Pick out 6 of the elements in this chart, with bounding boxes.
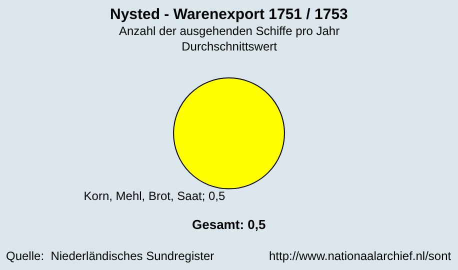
chart-subtitle: Anzahl der ausgehenden Schiffe pro Jahr Durchschnittswert — [119, 24, 340, 54]
source-note: Quelle: Niederländisches Sundregister — [6, 249, 214, 263]
slice-label: Korn, Mehl, Brot, Saat; 0,5 — [84, 188, 226, 203]
text: http://www.nationaalarchief.nl/sont — [269, 249, 452, 263]
chart-title: Nysted - Warenexport 1751 / 1753 — [110, 6, 348, 23]
text: Gesamt: 0,5 — [192, 217, 266, 232]
